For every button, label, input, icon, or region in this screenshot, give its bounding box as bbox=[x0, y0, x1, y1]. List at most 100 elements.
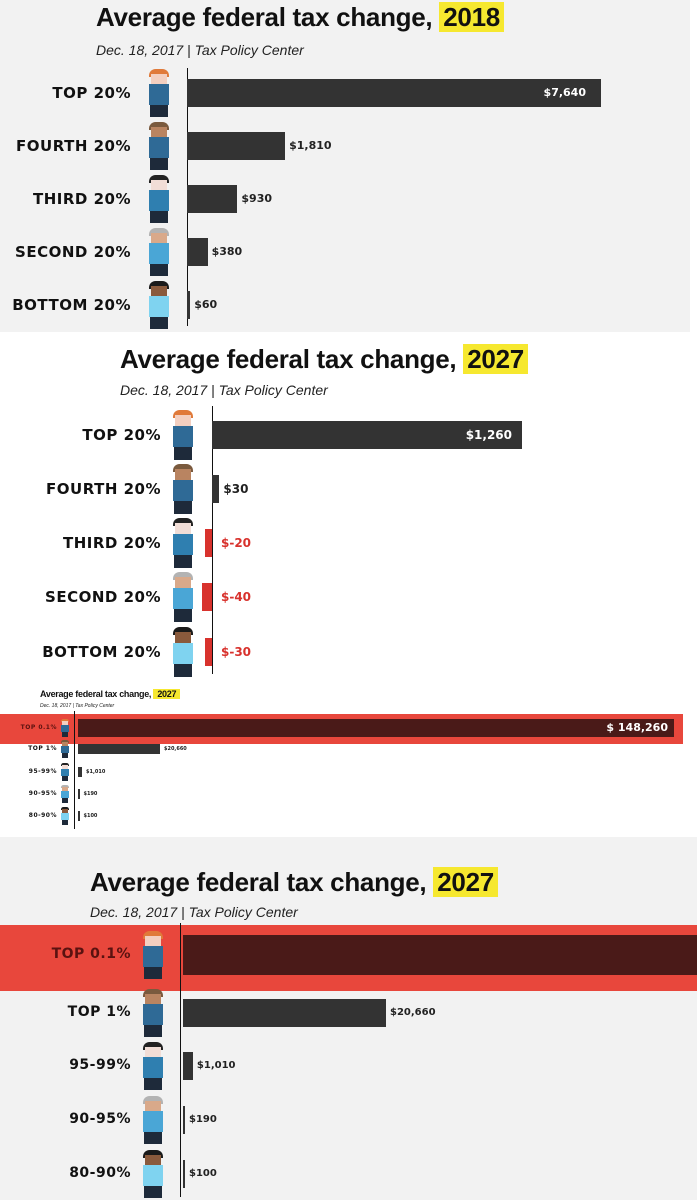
person-icon bbox=[61, 763, 69, 781]
legs bbox=[174, 447, 192, 460]
row-label: BOTTOM 20% bbox=[42, 642, 161, 661]
face bbox=[151, 179, 167, 191]
face bbox=[62, 764, 68, 769]
value-label: $60 bbox=[194, 298, 218, 312]
hair bbox=[149, 69, 169, 77]
hair bbox=[143, 1042, 163, 1050]
bar-1 bbox=[187, 132, 286, 160]
person-icon bbox=[148, 69, 170, 117]
face bbox=[151, 126, 167, 138]
shirt bbox=[143, 1057, 163, 1078]
bar-1 bbox=[212, 475, 220, 503]
legs bbox=[150, 263, 168, 276]
legs bbox=[61, 753, 69, 758]
face bbox=[62, 741, 68, 746]
hair bbox=[173, 518, 193, 526]
hair bbox=[149, 122, 169, 130]
shirt bbox=[143, 1111, 163, 1132]
chart-title: Average federal tax change, 2027 bbox=[90, 867, 498, 898]
bar-3 bbox=[187, 238, 208, 266]
row-label: BOTTOM 20% bbox=[12, 295, 131, 314]
row-label: TOP 20% bbox=[52, 83, 131, 102]
value-label: $1,010 bbox=[196, 1060, 236, 1071]
face bbox=[145, 1100, 161, 1112]
value-label: $-20 bbox=[221, 535, 252, 550]
row-label: 95-99% bbox=[69, 1057, 131, 1074]
hair bbox=[61, 807, 69, 810]
value-label: $ 148,260 bbox=[606, 721, 668, 735]
shirt bbox=[173, 588, 193, 609]
row-label: THIRD 20% bbox=[63, 533, 161, 552]
face bbox=[175, 632, 191, 643]
shirt bbox=[173, 426, 193, 447]
face bbox=[175, 523, 191, 534]
hair bbox=[61, 740, 69, 743]
legs bbox=[144, 1077, 162, 1090]
person-icon bbox=[142, 989, 164, 1037]
chart-subtitle: Dec. 18, 2017 | Tax Policy Center bbox=[90, 904, 298, 920]
row-label: 80-90% bbox=[28, 812, 57, 820]
bar-1 bbox=[78, 744, 160, 754]
face bbox=[145, 935, 161, 947]
legs bbox=[174, 501, 192, 514]
chart-subtitle: Dec. 18, 2017 | Tax Policy Center bbox=[96, 42, 304, 58]
shirt bbox=[173, 643, 193, 664]
value-label: $20,660 bbox=[390, 1007, 436, 1018]
hair bbox=[143, 931, 163, 939]
person-icon bbox=[148, 228, 170, 276]
person-icon bbox=[148, 122, 170, 170]
person-icon bbox=[172, 572, 194, 622]
hair bbox=[61, 785, 69, 788]
zero-axis bbox=[180, 923, 181, 1197]
face bbox=[145, 1154, 161, 1166]
bar-4 bbox=[78, 811, 80, 821]
value-label: $190 bbox=[189, 1114, 217, 1125]
hair bbox=[143, 989, 163, 997]
shirt bbox=[61, 812, 69, 821]
person-icon bbox=[61, 785, 69, 803]
legs bbox=[150, 210, 168, 223]
hair bbox=[149, 175, 169, 183]
chart-title-text: Average federal tax change, bbox=[120, 344, 457, 374]
person-icon bbox=[172, 410, 194, 460]
legs bbox=[150, 316, 168, 329]
legs bbox=[61, 732, 69, 737]
face bbox=[175, 415, 191, 426]
face bbox=[62, 808, 68, 813]
hair bbox=[173, 627, 193, 635]
row-label: 90-95% bbox=[69, 1111, 131, 1128]
hair bbox=[143, 1096, 163, 1104]
row-label: TOP 0.1% bbox=[20, 724, 57, 732]
bar-4 bbox=[204, 638, 212, 666]
value-label: $930 bbox=[241, 192, 273, 206]
shirt bbox=[173, 480, 193, 501]
chart-title-text: Average federal tax change, bbox=[96, 2, 433, 32]
person-icon bbox=[142, 931, 164, 979]
legs bbox=[61, 820, 69, 825]
bar-0 bbox=[212, 421, 522, 449]
hair bbox=[149, 281, 169, 289]
shirt bbox=[61, 790, 69, 799]
face bbox=[151, 232, 167, 244]
chart-subtitle: Dec. 18, 2017 | Tax Policy Center bbox=[120, 382, 328, 398]
face bbox=[175, 469, 191, 480]
shirt bbox=[61, 768, 69, 777]
chart-title-text: Average federal tax change, bbox=[90, 867, 427, 897]
zero-axis bbox=[74, 711, 75, 829]
bar-3 bbox=[78, 789, 80, 799]
person-icon bbox=[172, 518, 194, 568]
face bbox=[62, 786, 68, 791]
row-label: THIRD 20% bbox=[33, 189, 131, 208]
chart-panel-4: Average federal tax change, 2027 Dec. 18,… bbox=[0, 837, 697, 1200]
hair bbox=[173, 572, 193, 580]
row-label: FOURTH 20% bbox=[16, 136, 131, 155]
title-year-marker: 2018 bbox=[439, 2, 504, 32]
value-label: $380 bbox=[211, 245, 243, 259]
bar-2 bbox=[205, 529, 212, 557]
zero-axis bbox=[212, 406, 213, 674]
value-label: $7,640 bbox=[543, 86, 586, 100]
row-label: TOP 20% bbox=[82, 425, 161, 444]
chart-title: Average federal tax change, 2018 bbox=[96, 2, 504, 33]
bar-0 bbox=[78, 719, 674, 737]
hair bbox=[149, 228, 169, 236]
